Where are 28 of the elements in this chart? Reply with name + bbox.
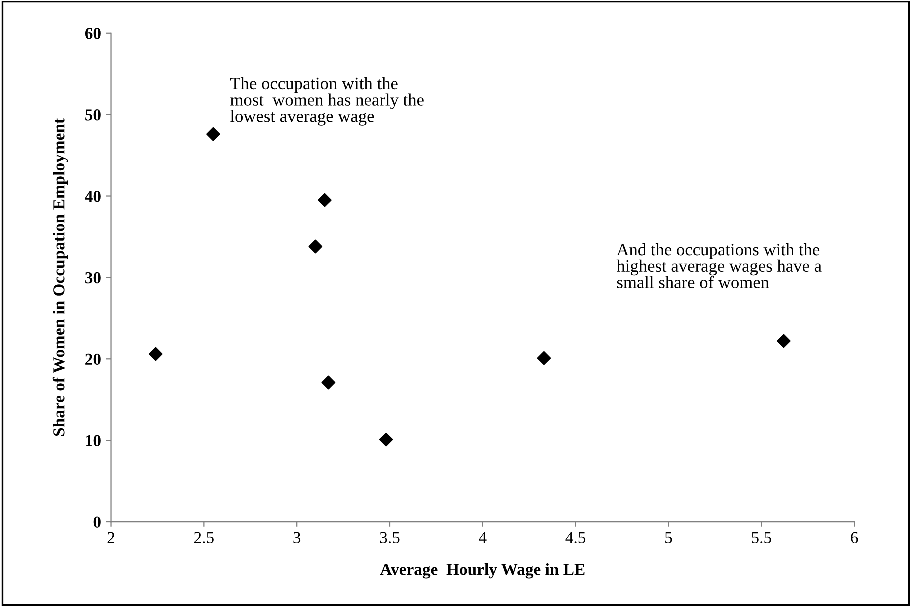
x-tick-label: 2 bbox=[108, 532, 115, 544]
y-tick-label: 30 bbox=[86, 272, 101, 284]
point bbox=[148, 347, 163, 362]
point bbox=[379, 432, 394, 447]
point bbox=[537, 351, 552, 366]
x-tick-label: 2.5 bbox=[194, 532, 214, 544]
point bbox=[206, 127, 220, 142]
point bbox=[308, 240, 323, 254]
annotation: And the occupations with the highest average wages have a small share of women bbox=[616, 244, 822, 288]
point bbox=[322, 376, 336, 390]
point bbox=[777, 334, 791, 348]
x-axis-title: Average Hourly Wage in LE bbox=[380, 564, 585, 579]
x-tick-label: 5.5 bbox=[752, 532, 772, 544]
y-tick-label: 60 bbox=[85, 28, 101, 40]
x-tick-label: 3 bbox=[294, 532, 301, 544]
x-tick-label: 4 bbox=[479, 532, 487, 544]
annotation: The occupation with the most women has nearly the lowest average wage bbox=[230, 77, 424, 126]
y-tick-label: 20 bbox=[86, 354, 101, 366]
y-tick-label: 50 bbox=[86, 110, 101, 121]
y-tick-label: 0 bbox=[94, 516, 101, 528]
y-tick-label: 40 bbox=[85, 190, 101, 202]
x-tick-label: 4.5 bbox=[566, 532, 586, 544]
y-axis-title: Share of Women in Occupation Employment bbox=[52, 118, 68, 436]
point bbox=[318, 193, 332, 208]
x-tick-label: 3.5 bbox=[380, 532, 400, 544]
x-tick-label: 5 bbox=[666, 532, 672, 544]
x-tick-label: 6 bbox=[851, 532, 858, 544]
y-tick-label: 10 bbox=[86, 435, 101, 447]
